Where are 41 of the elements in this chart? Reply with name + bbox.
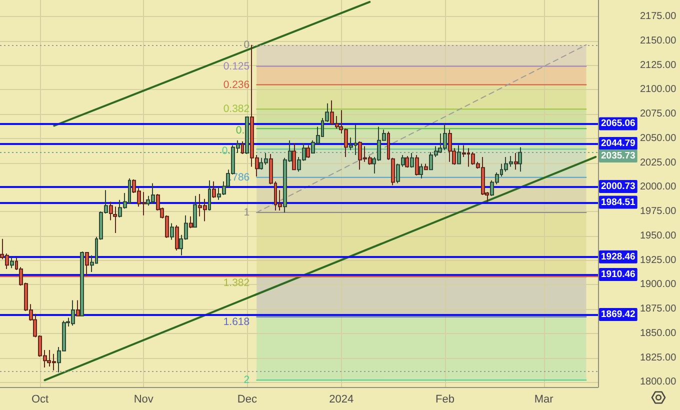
y-tick-label: 1975.00 [640,206,677,218]
y-tick-label: 1950.00 [640,230,677,242]
x-tick-label: Dec [237,394,258,406]
y-tick-label: 2175.00 [640,11,677,22]
y-tick-label: 2000.00 [640,182,677,193]
x-tick-label: Oct [31,394,49,406]
x-tick-label: Feb [435,394,454,406]
y-tick-label: 1875.00 [640,304,677,315]
y-tick-label: 2025.00 [640,157,677,168]
series-label: 0.236 [223,78,250,91]
y-tick-label: 1800.00 [640,376,677,388]
x-tick-label: Mar [534,394,554,406]
y-tick-label: 2050.00 [640,132,677,144]
x-tick-label: Nov [134,394,154,406]
y-tick-label: 1825.00 [640,352,677,364]
series-label: 0.125 [223,60,250,72]
ref-line-label: 2065.06 [601,118,636,130]
ref-line-label: 1984.51 [601,196,636,208]
ref-line-label: 1928.46 [601,251,636,262]
series-label: .786 [229,171,250,184]
y-tick-label: 2075.00 [640,108,677,120]
y-tick-label: 1900.00 [640,279,677,290]
series-label: 1.618 [223,316,250,328]
ref-line-label: 1869.42 [601,308,636,320]
y-tick-label: 1925.00 [640,254,677,266]
y-tick-label: 2150.00 [640,35,677,46]
ref-line-label: 2044.79 [601,138,636,149]
series-label: 2 [244,374,250,386]
ref-line-label: 1910.46 [601,268,636,280]
series-label: 0.382 [223,103,250,116]
x-tick-label: 2024 [329,394,354,406]
series-label: 0. [236,124,245,137]
y-tick-label: 2100.00 [640,84,677,96]
text: 0. [222,145,231,158]
series-label: 1 [244,206,250,219]
series-label: 1.382 [223,276,250,289]
y-tick-label: 2125.00 [640,60,677,71]
annotation: 0 [244,38,250,51]
ref-line-label: 2035.73 [601,150,636,162]
y-tick-label: 1850.00 [640,328,677,339]
ref-line-label: 2000.73 [601,180,636,192]
